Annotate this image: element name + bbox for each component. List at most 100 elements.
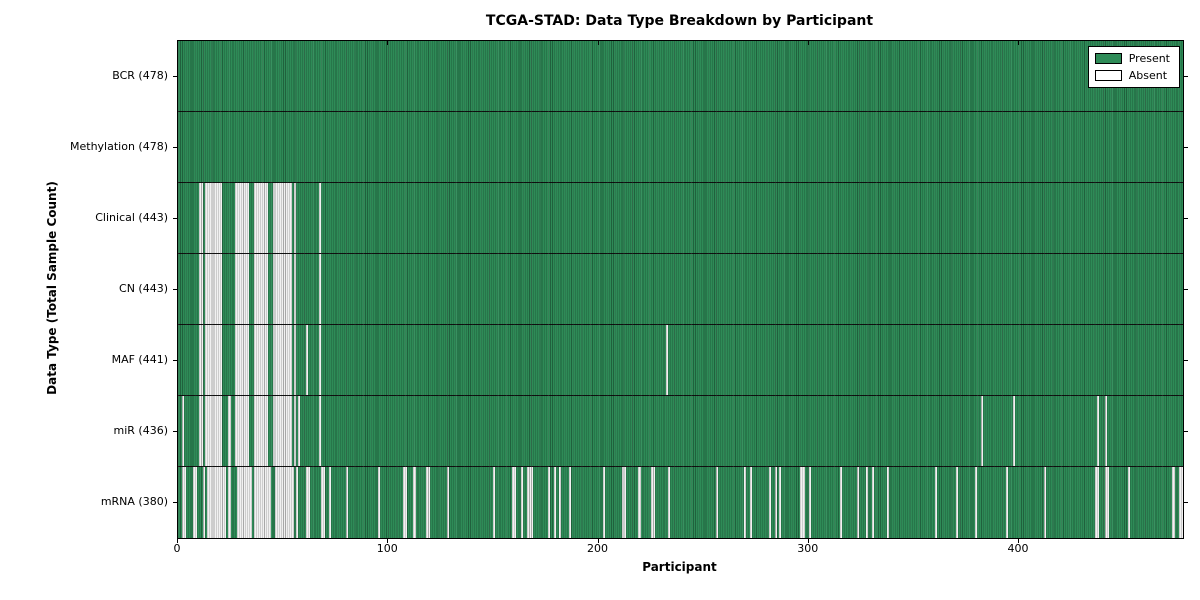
tick-mark <box>173 501 177 503</box>
absent-cell <box>865 467 868 538</box>
absent-cell <box>278 325 281 395</box>
absent-cell <box>260 396 263 466</box>
absent-cell <box>211 325 214 395</box>
absent-cell <box>1044 467 1047 538</box>
absent-cell <box>1096 467 1099 538</box>
absent-cell <box>283 183 286 253</box>
absent-cell <box>255 325 258 395</box>
absent-cell <box>220 183 223 253</box>
absent-cell <box>207 183 210 253</box>
absent-cell <box>665 325 668 395</box>
absent-cell <box>749 467 752 538</box>
absent-cell <box>238 325 242 395</box>
absent-cell <box>278 183 281 253</box>
absent-cell <box>213 396 216 466</box>
absent-cell <box>287 183 290 253</box>
absent-cell <box>638 467 641 538</box>
absent-cell <box>1006 467 1009 538</box>
absent-cell <box>260 254 263 324</box>
heatmap-row-cn <box>178 254 1183 325</box>
absent-swatch-icon <box>1094 70 1122 81</box>
absent-cell <box>260 183 263 253</box>
absent-cell <box>199 396 202 466</box>
absent-cell <box>1012 396 1015 466</box>
absent-cell <box>238 183 242 253</box>
absent-cell <box>1094 467 1097 538</box>
absent-cell <box>222 467 225 538</box>
absent-cell <box>886 467 889 538</box>
absent-cell <box>211 183 214 253</box>
absent-cell <box>295 467 298 538</box>
absent-cell <box>266 467 269 538</box>
absent-cell <box>266 183 269 253</box>
ytick-label-bcr: BCR (478) <box>112 68 168 82</box>
absent-cell <box>1172 467 1175 538</box>
absent-cell <box>287 396 290 466</box>
absent-cell <box>205 396 208 466</box>
heatmap-row-bcr <box>178 41 1183 112</box>
absent-cell <box>308 467 311 538</box>
absent-cell <box>278 396 281 466</box>
heatmap-plot <box>177 40 1184 539</box>
absent-cell <box>182 396 185 466</box>
absent-cell <box>320 467 324 538</box>
absent-cell <box>493 467 496 538</box>
tick-mark <box>1184 288 1188 290</box>
absent-cell <box>205 254 208 324</box>
absent-cell <box>743 467 746 538</box>
absent-cell <box>264 396 267 466</box>
absent-cell <box>194 467 197 538</box>
absent-cell <box>207 325 210 395</box>
absent-cell <box>220 396 223 466</box>
absent-cell <box>241 325 244 395</box>
tick-mark <box>597 539 599 543</box>
absent-cell <box>802 467 805 538</box>
absent-cell <box>217 396 221 466</box>
absent-cell <box>808 467 811 538</box>
absent-cell <box>207 254 210 324</box>
absent-cell <box>253 467 256 538</box>
absent-cell <box>283 396 286 466</box>
tick-mark <box>173 430 177 432</box>
absent-cell <box>245 396 248 466</box>
absent-cell <box>289 183 292 253</box>
absent-cell <box>287 325 290 395</box>
xtick-label-0: 0 <box>173 542 181 555</box>
absent-cell <box>217 183 221 253</box>
xtick-label-400: 400 <box>1007 542 1029 555</box>
absent-cell <box>293 254 296 324</box>
absent-cell <box>215 396 218 466</box>
absent-cell <box>266 254 269 324</box>
tick-mark <box>1184 146 1188 148</box>
absent-cell <box>276 467 279 538</box>
absent-cell <box>247 467 250 538</box>
absent-cell <box>255 183 258 253</box>
absent-cell <box>264 325 267 395</box>
absent-cell <box>209 467 212 538</box>
absent-cell <box>293 183 296 253</box>
x-axis-title: Participant <box>642 560 717 574</box>
absent-cell <box>213 183 216 253</box>
absent-cell <box>201 325 204 395</box>
absent-cell <box>234 183 237 253</box>
absent-cell <box>234 254 237 324</box>
absent-cell <box>217 254 221 324</box>
absent-cell <box>318 254 321 324</box>
absent-cell <box>182 467 185 538</box>
absent-cell <box>236 467 239 538</box>
absent-cell <box>426 467 429 538</box>
ytick-label-clinical: Clinical (443) <box>95 210 168 224</box>
absent-cell <box>253 325 256 395</box>
absent-cell <box>203 467 206 538</box>
absent-cell <box>228 396 231 466</box>
absent-cell <box>243 467 246 538</box>
absent-cell <box>955 467 959 538</box>
heatmap-row-methylation <box>178 112 1183 183</box>
legend-present-label: Present <box>1128 52 1170 65</box>
absent-cell <box>243 183 246 253</box>
absent-cell <box>215 183 218 253</box>
absent-cell <box>276 325 279 395</box>
absent-cell <box>213 254 216 324</box>
absent-cell <box>285 467 288 538</box>
absent-cell <box>800 467 803 538</box>
